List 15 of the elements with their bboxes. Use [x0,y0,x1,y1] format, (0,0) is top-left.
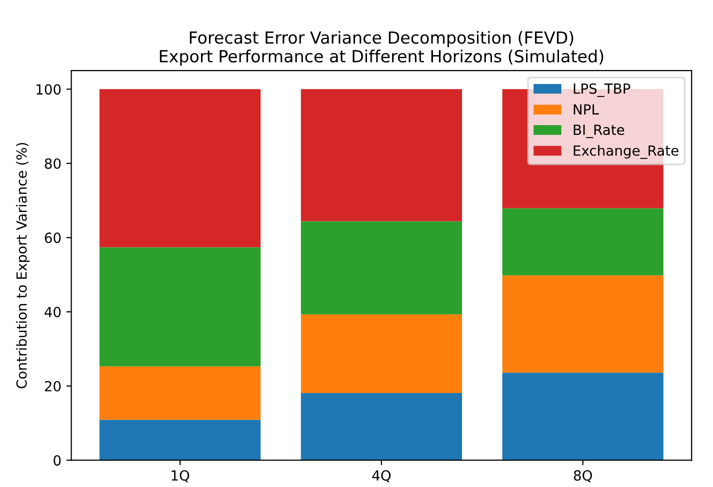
chart-title: Forecast Error Variance Decomposition (FEVD) Export Performance at Different Horizons (Simulated) [160,30,604,66]
legend-label: LPS_TBP [574,83,630,97]
y-tick-label: 80 [44,158,61,169]
x-tick-label: 8Q [574,470,592,482]
x-tick-label: 4Q [372,470,391,482]
y-tick-label: 100 [36,84,61,95]
x-tick-label: 1Q [172,470,190,482]
y-tick-label: 0 [54,455,61,466]
legend-label: NPL [574,104,599,114]
legend-label: BI_Rate [574,124,624,138]
y-axis-title: Contribution to Export Variance (%) [16,142,30,388]
y-tick-label: 20 [44,380,61,392]
legend-label: Exchange_Rate [574,145,678,159]
y-tick-label: 60 [44,232,61,244]
y-tick-label: 40 [44,306,61,318]
